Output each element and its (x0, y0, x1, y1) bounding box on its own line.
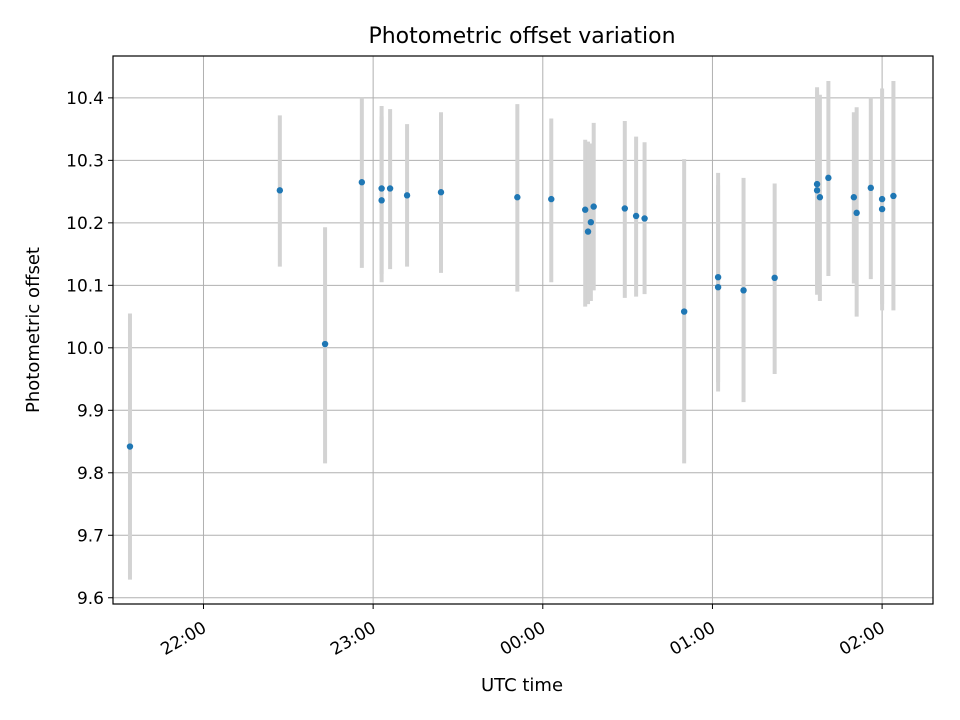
data-point (813, 180, 821, 188)
y-tick-label: 10.2 (66, 214, 104, 234)
data-point (437, 189, 445, 196)
data-point (641, 215, 648, 222)
y-tick-label: 9.7 (77, 526, 104, 546)
data-point (825, 174, 832, 182)
y-tick-label: 10.4 (66, 89, 104, 109)
data-point (621, 205, 628, 212)
data-point (890, 192, 897, 200)
point-layer (126, 174, 897, 450)
data-point (878, 195, 886, 203)
data-point (771, 274, 778, 282)
y-tick-label: 10.1 (66, 276, 104, 296)
data-point (590, 203, 597, 210)
grid-layer (113, 56, 933, 604)
data-point (853, 209, 860, 217)
data-point (378, 197, 385, 204)
data-point (386, 185, 394, 192)
y-axis-ticks: 9.6 9.7 9.8 9.9 10.0 10.1 10.2 10.3 10.4 (66, 89, 113, 609)
data-point (813, 187, 821, 194)
y-tick-label: 9.8 (77, 464, 104, 484)
data-point (632, 212, 640, 220)
y-tick-label: 10.0 (66, 339, 104, 359)
data-point (867, 184, 874, 192)
data-point (276, 187, 284, 194)
data-point (548, 195, 555, 203)
data-point (714, 273, 722, 281)
plot-area-frame (112, 55, 934, 605)
data-point (358, 179, 366, 186)
y-tick-label: 10.3 (66, 151, 104, 171)
x-axis-label: UTC time (481, 675, 563, 696)
data-point (514, 194, 521, 201)
data-point (850, 194, 858, 201)
data-point (126, 443, 134, 450)
data-point (582, 206, 589, 213)
data-point (680, 308, 688, 315)
y-axis-label: Photometric offset (23, 247, 44, 413)
data-point (714, 283, 722, 291)
data-point (816, 194, 824, 201)
data-point (878, 205, 886, 213)
chart-title: Photometric offset variation (368, 24, 675, 49)
y-tick-label: 9.9 (77, 401, 104, 421)
data-point (587, 219, 595, 226)
data-point (584, 228, 592, 235)
y-tick-label: 9.6 (77, 589, 104, 609)
data-point (378, 185, 385, 192)
data-point (403, 192, 411, 199)
data-point (321, 340, 329, 348)
data-point (740, 287, 747, 294)
